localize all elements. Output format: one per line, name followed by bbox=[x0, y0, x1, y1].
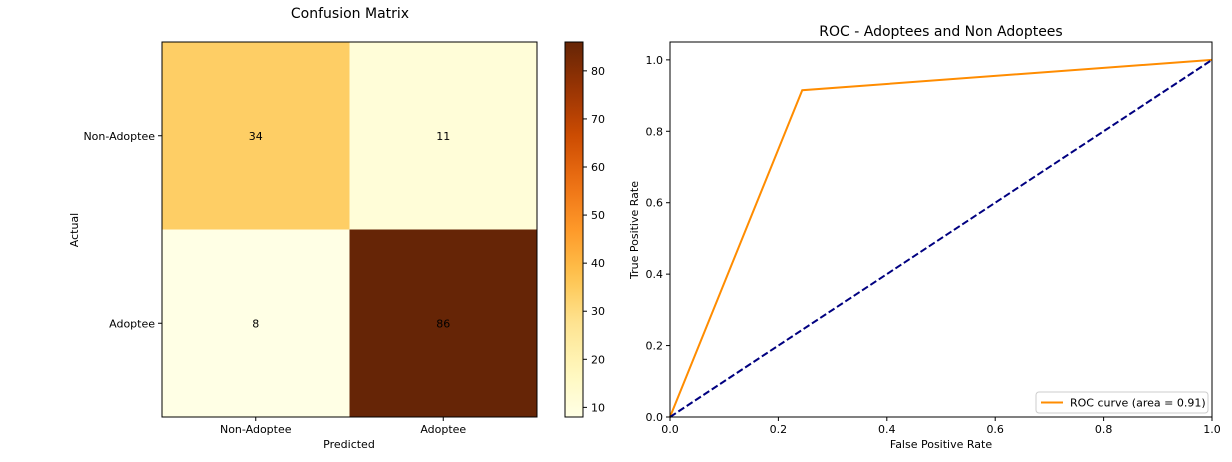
colorbar-tick-label: 40 bbox=[591, 257, 605, 270]
confusion-matrix-title: Confusion Matrix bbox=[291, 6, 409, 22]
roc-title: ROC - Adoptees and Non Adoptees bbox=[819, 24, 1062, 40]
colorbar-gradient bbox=[564, 41, 584, 418]
legend-label: ROC curve (area = 0.91) bbox=[1070, 397, 1206, 410]
heatmap-cell bbox=[349, 229, 537, 417]
heatmap-cell bbox=[162, 42, 350, 230]
x-tick-label: 1.0 bbox=[1203, 423, 1221, 436]
roc-xlabel: False Positive Rate bbox=[890, 438, 992, 451]
x-tick-label: 0.0 bbox=[661, 423, 679, 436]
cell-value-label: 8 bbox=[252, 317, 259, 330]
x-tick-label: 0.6 bbox=[986, 423, 1004, 436]
y-tick-label: Adoptee bbox=[109, 317, 155, 330]
confusion-matrix-frame bbox=[161, 41, 538, 418]
y-tick-label: 0.8 bbox=[646, 125, 664, 138]
colorbar-tick-label: 30 bbox=[591, 305, 605, 318]
roc-frame bbox=[669, 41, 1213, 418]
roc-chart: ROC - Adoptees and Non Adoptees 0.0 0.2 0.… bbox=[628, 24, 1221, 451]
colorbar-tick-label: 20 bbox=[591, 353, 605, 366]
x-tick-label: 0.4 bbox=[878, 423, 896, 436]
confusion-matrix-xlabel: Predicted bbox=[323, 438, 375, 451]
y-tick-label: 0.2 bbox=[646, 340, 664, 353]
chance-diagonal-line bbox=[669, 59, 1213, 418]
x-tick-label: 0.2 bbox=[770, 423, 788, 436]
legend-box bbox=[1035, 391, 1209, 414]
heatmap-cell bbox=[162, 229, 350, 417]
y-tick-label: 1.0 bbox=[646, 54, 664, 67]
y-tick-label: 0.0 bbox=[646, 411, 664, 424]
x-tick-label: Non-Adoptee bbox=[220, 423, 292, 436]
cell-value-label: 34 bbox=[249, 130, 263, 143]
colorbar-tick-label: 70 bbox=[591, 113, 605, 126]
confusion-matrix-chart: Confusion Matrix 34 11 8 86 Non-Adoptee Adop… bbox=[68, 6, 538, 451]
colorbar: 10 20 30 40 50 60 70 80 bbox=[564, 41, 605, 418]
y-tick-label: Non-Adoptee bbox=[83, 130, 155, 143]
x-tick-label: Adoptee bbox=[420, 423, 466, 436]
x-tick-label: 0.8 bbox=[1095, 423, 1113, 436]
heatmap-cell bbox=[349, 42, 537, 230]
colorbar-tick-label: 80 bbox=[591, 65, 605, 78]
roc-curve-line bbox=[669, 58, 1213, 418]
y-tick-label: 0.4 bbox=[646, 268, 664, 281]
colorbar-tick-label: 50 bbox=[591, 209, 605, 222]
cell-value-label: 86 bbox=[436, 317, 450, 330]
y-tick-label: 0.6 bbox=[646, 197, 664, 210]
cell-value-label: 11 bbox=[436, 130, 450, 143]
colorbar-tick-label: 10 bbox=[591, 401, 605, 414]
roc-legend: ROC curve (area = 0.91) bbox=[1035, 391, 1209, 414]
confusion-matrix-ylabel: Actual bbox=[68, 213, 81, 247]
roc-ylabel: True Positive Rate bbox=[628, 181, 641, 280]
colorbar-tick-label: 60 bbox=[591, 161, 605, 174]
